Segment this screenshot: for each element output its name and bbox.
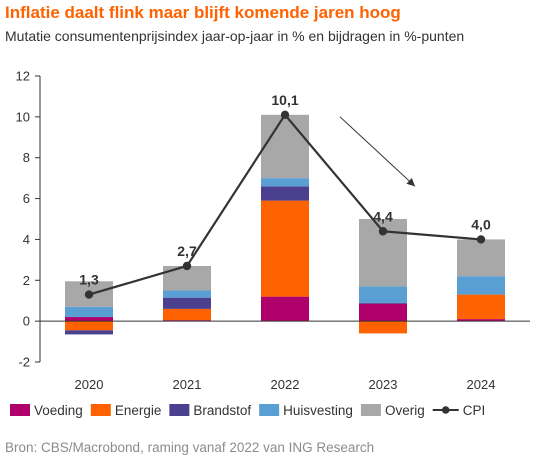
cpi-point-2023	[378, 227, 388, 236]
legend-swatch-overig	[360, 404, 381, 416]
legend-swatch-huisvesting	[259, 404, 280, 416]
y-tick-label: 0	[23, 314, 30, 329]
bar-overig-2024	[457, 239, 505, 277]
cpi-value-label: 2,7	[177, 243, 197, 259]
x-tick-label: 2023	[369, 377, 398, 392]
legend-marker-cpi	[441, 406, 450, 414]
cpi-value-label: 4,0	[471, 216, 491, 232]
y-tick-label: 12	[16, 69, 30, 84]
cpi-point-2020	[84, 290, 94, 299]
legend-swatch-energie	[90, 404, 111, 416]
bar-energie-2020	[65, 321, 113, 331]
legend-label-huisvesting: Huisvesting	[283, 403, 353, 418]
x-axis: 2020 2021 2022 2023 2024	[75, 377, 496, 392]
y-tick-label: 4	[23, 232, 30, 247]
trend-arrow-shaft	[339, 116, 416, 187]
x-tick-label: 2020	[75, 377, 104, 392]
x-tick-label: 2024	[467, 377, 496, 392]
chart-source: Bron: CBS/Macrobond, raming vanaf 2022 v…	[5, 440, 375, 455]
legend-label-overig: Overig	[385, 403, 425, 418]
bar-brandstof-2020	[65, 330, 113, 335]
legend: Voeding Energie Brandstof Huisvesting Overig…	[10, 403, 485, 418]
y-tick-label: 6	[23, 191, 30, 206]
bar-voeding-2020	[65, 317, 113, 322]
bar-energie-2023	[359, 321, 407, 334]
bar-brandstof-2022	[261, 186, 309, 201]
legend-label-cpi: CPI	[463, 403, 486, 418]
y-tick-label: 2	[23, 273, 30, 288]
bar-voeding-2023	[359, 303, 407, 322]
cpi-point-2022	[280, 110, 290, 120]
cpi-value-label: 1,3	[79, 272, 99, 288]
y-tick-label: -2	[18, 355, 30, 370]
bar-huisvesting-2022	[261, 178, 309, 187]
cpi-line-group: 1,3 2,7 10,1 4,4 4,0	[79, 92, 491, 299]
x-tick-label: 2022	[271, 377, 300, 392]
y-tick-label: 10	[16, 109, 30, 124]
bar-energie-2021	[163, 308, 211, 321]
cpi-value-label: 10,1	[271, 92, 298, 108]
bar-brandstof-2021	[163, 297, 211, 309]
bars-group	[65, 114, 505, 335]
trend-arrow-head	[406, 177, 415, 187]
legend-label-energie: Energie	[115, 403, 162, 418]
legend-swatch-voeding	[10, 404, 30, 416]
cpi-point-2024	[476, 235, 486, 244]
bar-huisvesting-2024	[457, 276, 505, 295]
x-tick-label: 2021	[173, 377, 202, 392]
legend-swatch-brandstof	[169, 404, 190, 416]
bar-huisvesting-2021	[163, 290, 211, 298]
bar-voeding-2024	[457, 319, 505, 322]
bar-huisvesting-2023	[359, 286, 407, 303]
bar-voeding-2021	[163, 320, 211, 322]
legend-label-voeding: Voeding	[34, 403, 83, 418]
y-axis: 12 10 8 6 4 2 0 -2	[16, 69, 41, 370]
cpi-value-label: 4,4	[373, 208, 393, 224]
trend-arrow	[339, 116, 416, 187]
bar-voeding-2022	[261, 296, 309, 322]
bar-huisvesting-2020	[65, 306, 113, 318]
bar-energie-2022	[261, 200, 309, 297]
y-tick-label: 8	[23, 150, 30, 165]
bar-overig-2022	[261, 114, 309, 179]
chart-title: Inflatie daalt flink maar blijft komende…	[5, 3, 401, 22]
bar-brandstof-2023	[359, 302, 407, 304]
bar-energie-2024	[457, 294, 505, 320]
cpi-point-2021	[182, 261, 192, 271]
legend-label-brandstof: Brandstof	[193, 403, 251, 418]
chart-subtitle: Mutatie consumentenprijsindex jaar-op-ja…	[5, 28, 465, 44]
